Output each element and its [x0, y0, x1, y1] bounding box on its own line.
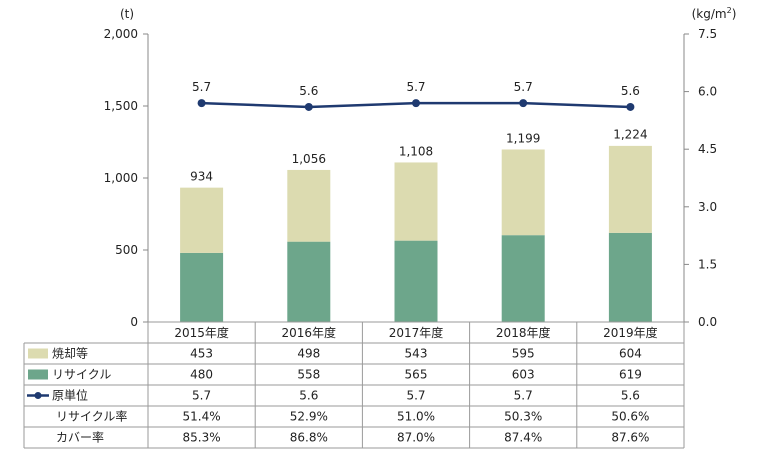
- right-tick-label: 4.5: [698, 142, 717, 156]
- line-value-label: 5.6: [621, 84, 640, 98]
- line-value-label: 5.6: [299, 84, 318, 98]
- table-row-label: カバー率: [56, 430, 104, 445]
- table-cell: 50.6%: [611, 410, 649, 424]
- left-tick-label: 1,500: [104, 99, 138, 113]
- left-tick-label: 0: [130, 315, 138, 329]
- table-cell: 5.6: [299, 389, 318, 403]
- right-tick-label: 3.0: [698, 200, 717, 214]
- table-cell: 498: [297, 347, 320, 361]
- bar-recycle: [287, 241, 331, 322]
- bar-recycle: [180, 252, 224, 322]
- legend-marker: [34, 392, 42, 399]
- legend-swatch: [28, 369, 48, 380]
- category-label: 2015年度: [174, 325, 229, 340]
- category-label: 2017年度: [389, 325, 444, 340]
- bar-recycle: [501, 235, 545, 322]
- line-value-label: 5.7: [514, 80, 533, 94]
- table-cell: 619: [619, 368, 642, 382]
- category-label: 2016年度: [282, 325, 337, 340]
- line-point: [519, 99, 528, 108]
- legend-swatch: [28, 348, 48, 359]
- table-cell: 50.3%: [504, 410, 542, 424]
- table-cell: 85.3%: [183, 431, 221, 445]
- table-cell: 51.0%: [397, 410, 435, 424]
- table-cell: 52.9%: [290, 410, 328, 424]
- table-cell: 5.6: [621, 389, 640, 403]
- right-axis-unit-sup: 2: [727, 6, 732, 15]
- left-tick-label: 2,000: [104, 27, 138, 41]
- table-cell: 604: [619, 347, 642, 361]
- table-cell: 603: [512, 368, 535, 382]
- table-cell: 558: [297, 368, 320, 382]
- table-cell: 5.7: [406, 389, 425, 403]
- line-point: [197, 99, 206, 108]
- table-row-label: 焼却等: [52, 347, 88, 361]
- table-cell: 480: [190, 368, 213, 382]
- right-axis-unit: (kg/m2): [692, 6, 737, 21]
- right-axis-unit-close: ): [732, 7, 737, 21]
- category-label: 2018年度: [496, 325, 551, 340]
- table-cell: 87.0%: [397, 431, 435, 445]
- table-row-label: 原単位: [52, 388, 88, 403]
- line-value-label: 5.7: [406, 80, 425, 94]
- table-cell: 87.6%: [611, 431, 649, 445]
- right-tick-label: 7.5: [698, 27, 717, 41]
- table-row-label: リサイクル: [52, 368, 111, 382]
- table-cell: 453: [190, 347, 213, 361]
- bar-recycle: [394, 240, 438, 322]
- table-cell: 565: [405, 368, 428, 382]
- table-row-label: リサイクル率: [56, 409, 127, 424]
- bar-recycle: [608, 232, 652, 322]
- line-point: [304, 102, 313, 111]
- total-label: 1,056: [292, 152, 326, 166]
- total-label: 1,224: [613, 128, 647, 142]
- total-label: 934: [190, 170, 213, 184]
- table-cell: 5.7: [514, 389, 533, 403]
- line-point: [626, 102, 635, 111]
- right-tick-label: 1.5: [698, 257, 717, 271]
- table-cell: 86.8%: [290, 431, 328, 445]
- bar-incineration: [180, 187, 224, 253]
- line-point: [412, 99, 420, 108]
- bar-incineration: [394, 162, 438, 241]
- left-tick-label: 500: [115, 243, 138, 257]
- left-axis-unit: (t): [120, 7, 134, 21]
- bar-incineration: [501, 149, 545, 236]
- bar-incineration: [287, 169, 331, 242]
- total-label: 1,108: [399, 144, 433, 158]
- category-label: 2019年度: [603, 325, 658, 340]
- table-cell: 51.4%: [183, 410, 221, 424]
- left-tick-label: 1,000: [104, 171, 138, 185]
- bar-incineration: [608, 145, 652, 233]
- table-cell: 543: [405, 347, 428, 361]
- right-tick-label: 6.0: [698, 85, 717, 99]
- line-value-label: 5.7: [192, 80, 211, 94]
- table-cell: 595: [512, 347, 535, 361]
- total-label: 1,199: [506, 131, 540, 145]
- table-cell: 87.4%: [504, 431, 542, 445]
- table-cell: 5.7: [192, 389, 211, 403]
- right-tick-label: 0.0: [698, 315, 717, 329]
- right-axis-unit-base: (kg/m: [692, 7, 727, 21]
